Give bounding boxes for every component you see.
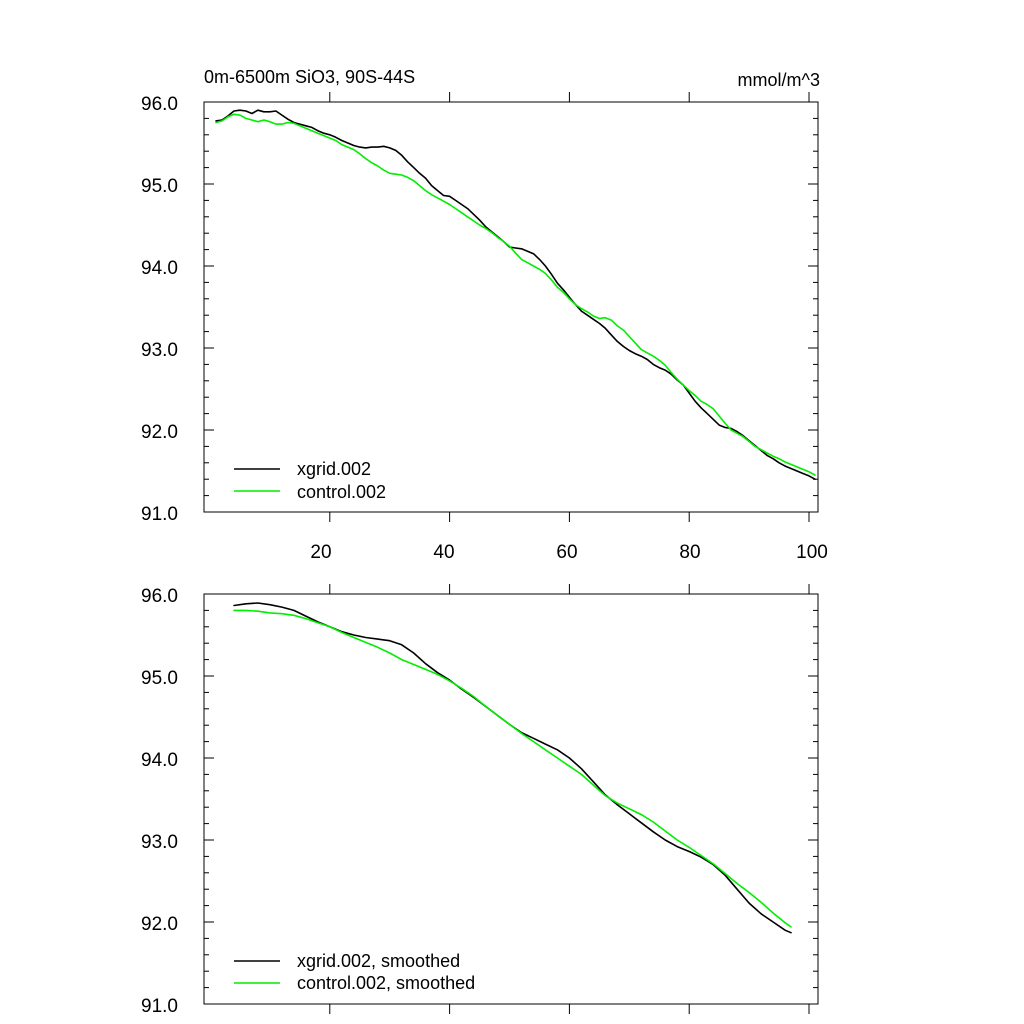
top-ytick-label-96: 96.0 [141,94,178,115]
bottom-legend: xgrid.002, smoothed control.002, smoothe… [234,951,475,993]
top-title-left: 0m-6500m SiO3, 90S-44S [204,67,415,87]
bottom-ytick-label-91: 91.0 [141,996,178,1017]
top-panel: 0m-6500m SiO3, 90S-44S mmol/m^3 91.0 92.… [141,67,828,563]
bottom-plot-frame [203,593,819,1005]
top-ytick-label-91: 91.0 [141,504,178,525]
bottom-major-ticks [204,584,818,1014]
top-ytick-label-94: 94.0 [141,258,178,279]
top-ytick-label-93: 93.0 [141,340,178,361]
bottom-ytick-label-94: 94.0 [141,750,178,771]
top-legend: xgrid.002 control.002 [234,459,386,502]
top-xtick-label-60: 60 [556,542,577,563]
top-plot-frame [203,101,819,513]
top-x-tick-labels: 20 40 60 80 100 [310,542,827,563]
bottom-legend-label-xgrid: xgrid.002, smoothed [297,951,460,971]
top-minor-ticks [204,101,818,513]
top-y-tick-labels: 91.0 92.0 93.0 94.0 95.0 96.0 [141,94,178,525]
bottom-ytick-label-93: 93.0 [141,832,178,853]
top-ytick-label-95: 95.0 [141,176,178,197]
bottom-series-xgrid-line [233,602,792,934]
top-xtick-label-20: 20 [310,542,331,563]
bottom-minor-ticks [204,593,818,1005]
top-legend-label-xgrid: xgrid.002 [297,459,371,479]
bottom-ytick-label-96: 96.0 [141,586,178,607]
top-major-ticks [204,92,818,522]
top-xtick-label-80: 80 [679,542,700,563]
top-legend-label-control: control.002 [297,482,386,502]
bottom-plot-lines [233,602,792,934]
bottom-ytick-label-95: 95.0 [141,668,178,689]
bottom-panel: 91.0 92.0 93.0 94.0 95.0 96.0 xgrid.002,… [141,584,819,1017]
top-series-control-line [215,113,816,476]
top-xtick-label-40: 40 [433,542,454,563]
bottom-legend-label-control: control.002, smoothed [297,973,475,993]
bottom-series-control-line [233,609,792,928]
top-series-xgrid-line [215,109,816,481]
bottom-y-tick-labels: 91.0 92.0 93.0 94.0 95.0 96.0 [141,586,178,1017]
top-ytick-label-92: 92.0 [141,422,178,443]
top-plot-lines [215,109,816,481]
top-title-units: mmol/m^3 [738,70,820,90]
bottom-ytick-label-92: 92.0 [141,914,178,935]
top-xtick-label-100: 100 [796,542,828,563]
